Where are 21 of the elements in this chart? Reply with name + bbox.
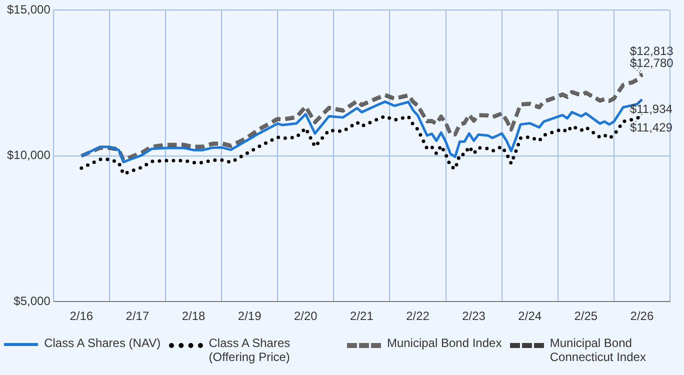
y-tick-label: $5,000: [14, 294, 51, 308]
x-tick-label: 2/20: [294, 309, 318, 324]
x-tick-label: 2/18: [182, 309, 206, 324]
x-tick-label: 2/26: [630, 309, 654, 324]
x-tick-label: 2/17: [126, 309, 150, 324]
x-tick-label: 2/22: [406, 309, 430, 324]
x-tick-label: 2/23: [462, 309, 486, 324]
legend-label: Class A Shares (Offering Price): [208, 336, 292, 364]
legend-label: Municipal Bond Index: [386, 336, 502, 350]
y-tick-label: $10,000: [6, 148, 51, 162]
legend-label: Class A Shares (NAV): [44, 336, 161, 350]
x-tick-label: 2/16: [70, 309, 94, 324]
x-tick-label: 2/21: [350, 309, 374, 324]
annotation: $12,813: [630, 44, 674, 58]
legend-label: Municipal Bond Connecticut Index: [550, 336, 647, 364]
x-tick-label: 2/24: [518, 309, 542, 324]
annotation: $12,780: [630, 56, 674, 70]
y-tick-label: $15,000: [6, 2, 51, 17]
annotation: $11,429: [630, 120, 673, 135]
x-tick-label: 2/25: [574, 309, 598, 324]
x-tick-label: 2/19: [238, 309, 262, 324]
